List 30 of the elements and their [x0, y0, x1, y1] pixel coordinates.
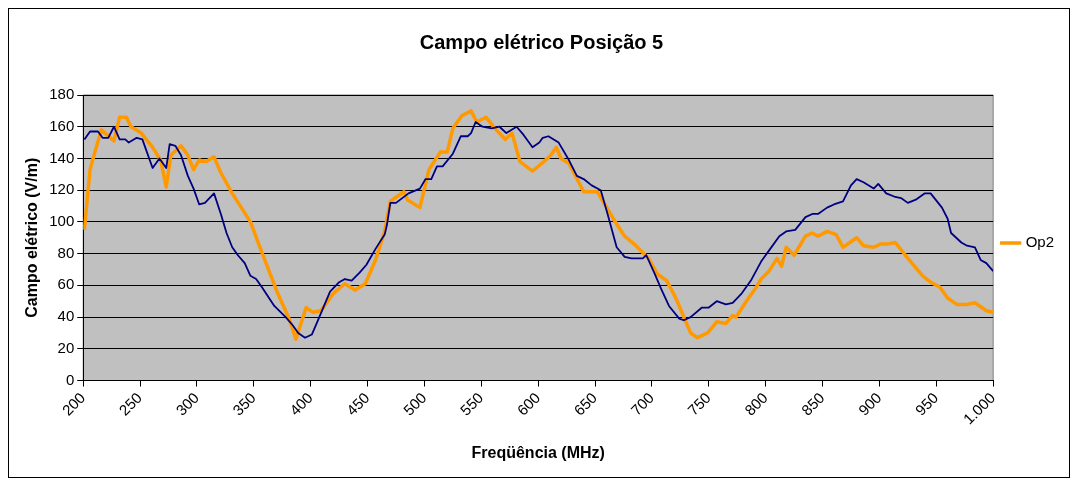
x-tick-label: 600: [513, 388, 544, 419]
x-axis-title: Freqüência (MHz): [471, 443, 605, 461]
x-tick-label: 200: [58, 388, 89, 419]
y-tick-label: 20: [57, 338, 75, 356]
x-tick-label: 350: [229, 388, 259, 419]
y-tick-label: 0: [65, 370, 75, 388]
x-tick-label: 800: [741, 388, 771, 419]
x-tick-label: 300: [172, 388, 203, 419]
x-tick-label: 500: [399, 388, 430, 419]
y-tick-label: 140: [49, 148, 75, 166]
x-tick-label: 650: [570, 388, 601, 419]
x-tick-label: 750: [684, 388, 714, 419]
x-tick-label: 400: [286, 388, 316, 419]
y-tick-label: 180: [49, 85, 75, 103]
x-tick-label: 550: [456, 388, 487, 419]
y-tick-label: 80: [57, 243, 75, 261]
y-tick-label: 100: [49, 212, 75, 230]
legend-label: Op2: [1025, 233, 1055, 251]
x-tick-label: 950: [911, 388, 942, 419]
y-tick-label: 160: [49, 116, 75, 134]
x-tick-label: 250: [115, 388, 146, 419]
x-tick-label: 450: [342, 388, 373, 419]
chart-title: Campo elétrico Posição 5: [419, 30, 664, 53]
x-tick-label: 900: [854, 388, 885, 419]
y-tick-label: 40: [57, 307, 75, 325]
y-tick-label: 60: [57, 275, 75, 293]
y-axis-title: Campo elétrico (V/m): [23, 157, 41, 318]
x-tick-label: 850: [797, 388, 828, 419]
y-tick-label: 120: [49, 180, 75, 198]
x-tick-label: 700: [627, 388, 657, 419]
